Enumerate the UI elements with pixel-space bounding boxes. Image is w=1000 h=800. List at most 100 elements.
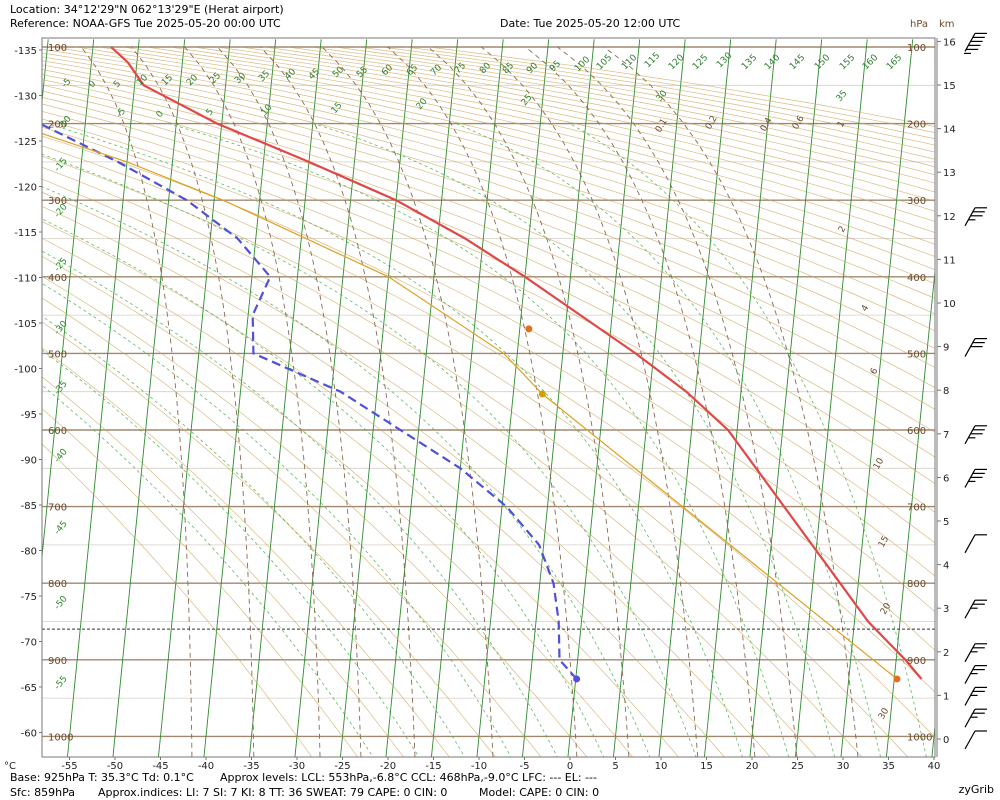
dry-adiabat [42, 126, 935, 613]
dry-adiabat [42, 56, 935, 315]
model-cape: Model: CAPE: 0 CIN: 0 [479, 786, 600, 799]
approx-indices: Approx.indices: LI: 7 SI: 7 KI: 8 TT: 36… [98, 786, 448, 799]
moist-adiabat [42, 315, 466, 757]
dry-adiabat-label: 155 [838, 53, 857, 72]
dry-adiabat [42, 74, 935, 389]
isotherm [0, 39, 3, 774]
dry-adiabat [42, 155, 935, 738]
km-tick-label: 2 [943, 648, 949, 659]
km-tick-label: 7 [943, 430, 949, 441]
dry-adiabat [264, 46, 935, 176]
dry-adiabat-label: 140 [763, 53, 782, 72]
dry-adiabat [42, 145, 935, 693]
dry-adiabat [42, 297, 542, 757]
dry-adiabat [42, 408, 359, 757]
dry-adiabat [42, 205, 771, 757]
pressure-label-right: 700 [907, 503, 926, 514]
km-tick-label: 14 [943, 125, 956, 136]
y-tick-label: -75 [21, 592, 37, 603]
isotherm [840, 39, 914, 757]
pressure-label-left: 300 [48, 196, 67, 207]
moist-adiabat [42, 153, 697, 757]
moist-adiabat [47, 123, 743, 757]
km-tick-label: 1 [943, 691, 949, 702]
marker-ccl [525, 325, 533, 333]
wind-barb-staff [964, 425, 976, 445]
dry-adiabat [42, 256, 634, 757]
km-tick-label: 4 [943, 561, 949, 572]
dry-adiabat-label: 0 [87, 79, 98, 90]
dry-adiabat [42, 64, 935, 349]
marker-td [573, 675, 581, 683]
y-tick-label: -95 [21, 410, 37, 421]
mixing-ratio-line [387, 46, 578, 757]
dry-adiabat [334, 46, 935, 153]
pressure-label-right: 900 [907, 656, 926, 667]
pressure-label-left: 400 [48, 273, 67, 284]
mixing-ratio-line [481, 46, 699, 757]
dry-adiabat [42, 376, 404, 757]
y-tick-label: -100 [14, 365, 37, 376]
wind-barb [964, 730, 987, 750]
plot-area [0, 39, 935, 774]
x-tick-label: -15 [425, 761, 441, 772]
isotherm [658, 39, 732, 757]
wind-barb-staff [964, 643, 976, 663]
isotherm [42, 39, 49, 106]
base-info: Base: 925hPa T: 35.3°C Td: 0.1°C [10, 771, 194, 784]
km-tick-label: 5 [943, 517, 949, 528]
mixing-ratio-label: 0.6 [791, 114, 807, 132]
moist-adiabat [42, 282, 512, 757]
pressure-label-right: 800 [907, 579, 926, 590]
wind-barb-staff [964, 338, 976, 357]
isotherm [294, 39, 368, 757]
dry-adiabat [217, 46, 935, 193]
x-tick-label: -30 [289, 761, 305, 772]
marker-base [893, 675, 901, 683]
x-tick-label: -20 [380, 761, 396, 772]
x-tick-label: -25 [334, 761, 350, 772]
dry-adiabat [42, 443, 313, 757]
wind-barb-staff [964, 469, 976, 488]
wind-barb [964, 686, 987, 706]
mixing-ratio-line [260, 46, 416, 757]
pressure-label-left: 100 [48, 43, 67, 54]
moist-adiabat-label: -40 [53, 447, 70, 465]
y-tick-label: -80 [21, 547, 37, 558]
dry-adiabat [122, 46, 935, 234]
pressure-label-right: 1000 [907, 732, 932, 743]
km-tick-label: 3 [943, 604, 949, 615]
dry-adiabat [42, 237, 679, 757]
approx-levels: Approx levels: LCL: 553hPa,-6.8°C CCL: 4… [220, 771, 597, 784]
wind-barb [964, 643, 987, 663]
pressure-label-left: 200 [48, 120, 67, 131]
dry-adiabat [146, 46, 935, 222]
y-tick-label: -90 [21, 456, 37, 467]
x-tick-label: -55 [61, 761, 77, 772]
pressure-label-left: 600 [48, 426, 67, 437]
dry-adiabat [240, 46, 935, 184]
x-tick-label: 40 [928, 761, 941, 772]
pressure-label-left: 1000 [48, 732, 73, 743]
isotherm [203, 39, 277, 757]
surface-info: Sfc: 859hPa [10, 786, 75, 799]
height-unit-label: km [939, 19, 955, 30]
y-tick-label: -85 [21, 501, 37, 512]
mixing-ratio-line [557, 46, 798, 757]
pressure-label-left: 700 [48, 503, 67, 514]
wind-barb [964, 32, 987, 55]
mixing-ratio-label: 10 [872, 456, 887, 471]
dry-adiabat-label: 145 [788, 53, 807, 72]
series-dewpoint [42, 123, 578, 680]
dry-adiabat [42, 118, 935, 577]
moist-adiabat [168, 123, 790, 757]
wind-barb [964, 664, 987, 684]
dry-adiabat [42, 69, 935, 368]
isotherm [931, 721, 935, 757]
dry-adiabat-label: 35 [257, 69, 272, 84]
dry-adiabat [42, 191, 817, 757]
y-tick-label: -110 [14, 274, 37, 285]
y-tick-label: -135 [14, 46, 37, 57]
mixing-ratio-label: 6 [869, 366, 881, 376]
